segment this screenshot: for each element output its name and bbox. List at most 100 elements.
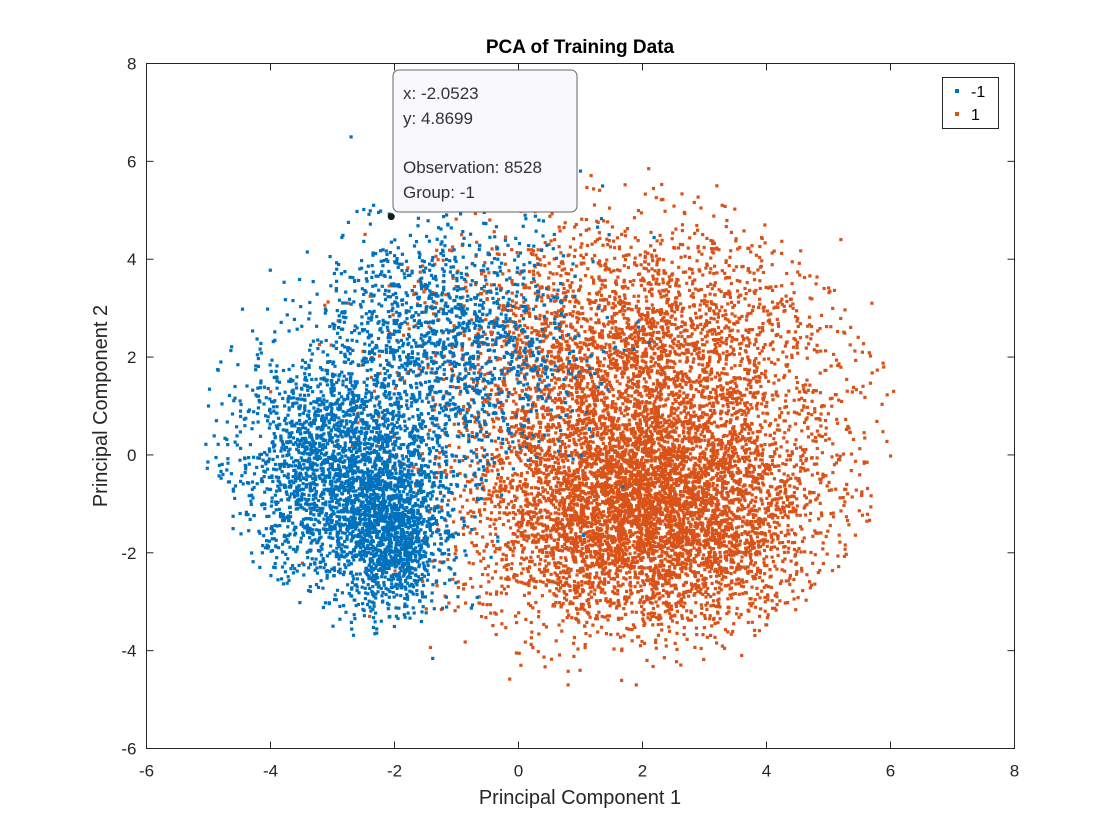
scatter-point	[671, 572, 675, 576]
scatter-point	[481, 602, 485, 606]
scatter-point	[677, 445, 681, 449]
scatter-point	[830, 455, 834, 459]
scatter-point	[786, 478, 790, 482]
scatter-point	[549, 512, 553, 516]
scatter-point	[790, 452, 795, 456]
scatter-point	[529, 636, 533, 640]
scatter-point	[569, 516, 573, 520]
scatter-point	[569, 500, 573, 504]
scatter-point	[607, 535, 612, 539]
scatter-point	[638, 422, 643, 426]
scatter-point	[628, 455, 632, 459]
scatter-point	[646, 596, 650, 600]
scatter-point	[682, 522, 686, 526]
scatter-point	[549, 536, 553, 540]
scatter-point	[658, 478, 662, 482]
scatter-point	[836, 458, 841, 462]
scatter-point	[737, 500, 741, 504]
scatter-point	[617, 534, 621, 538]
scatter-point	[540, 448, 544, 453]
scatter-point	[675, 559, 680, 564]
scatter-point	[725, 497, 729, 501]
scatter-point	[595, 449, 599, 453]
scatter-point	[466, 511, 470, 515]
scatter-point	[777, 469, 781, 473]
scatter-point	[605, 498, 609, 502]
scatter-point	[558, 534, 562, 538]
scatter-point	[782, 472, 786, 476]
scatter-point	[512, 516, 516, 520]
scatter-point	[632, 382, 636, 387]
scatter-point	[636, 478, 640, 482]
scatter-point	[750, 519, 754, 524]
scatter-point	[603, 566, 608, 570]
scatter-point	[695, 480, 699, 484]
scatter-point	[616, 546, 620, 550]
scatter-point	[772, 520, 776, 524]
scatter-point	[534, 545, 538, 549]
scatter-point	[779, 496, 784, 500]
scatter-point	[623, 595, 628, 599]
scatter-point	[754, 495, 758, 500]
scatter-point	[720, 492, 724, 496]
scatter-point	[710, 395, 714, 399]
scatter-point	[727, 553, 731, 557]
scatter-point	[703, 546, 707, 550]
scatter-point	[738, 477, 743, 481]
scatter-point	[715, 498, 720, 503]
scatter-point	[679, 663, 683, 667]
scatter-point	[750, 525, 754, 529]
scatter-point	[732, 479, 736, 483]
scatter-point	[716, 591, 720, 595]
scatter-point	[639, 584, 643, 588]
scatter-point	[738, 432, 742, 436]
scatter-point	[725, 568, 729, 572]
scatter-point	[738, 550, 742, 554]
scatter-point	[529, 463, 533, 467]
scatter-point	[571, 518, 575, 522]
scatter-point	[725, 461, 729, 465]
scatter-point	[606, 507, 611, 511]
scatter-point	[647, 535, 651, 539]
scatter-point	[625, 517, 629, 521]
scatter-point	[544, 564, 548, 568]
scatter-point	[634, 461, 639, 465]
scatter-point	[698, 542, 702, 547]
scatter-point	[698, 456, 702, 460]
scatter-point	[793, 540, 797, 545]
scatter-point	[666, 559, 670, 563]
scatter-point	[739, 559, 744, 563]
scatter-point	[701, 525, 705, 529]
scatter-point	[572, 636, 577, 640]
scatter-point	[704, 576, 708, 581]
scatter-point	[650, 530, 655, 535]
scatter-point	[515, 496, 519, 500]
scatter-point	[769, 515, 773, 519]
scatter-point	[554, 639, 558, 643]
scatter-point	[574, 535, 578, 539]
scatter-point	[583, 465, 587, 469]
scatter-point	[772, 477, 776, 481]
scatter-point	[617, 444, 621, 449]
scatter-point	[632, 540, 636, 544]
scatter-point	[589, 553, 593, 557]
scatter-point	[508, 461, 512, 465]
scatter-point	[638, 464, 642, 468]
scatter-point	[583, 581, 587, 585]
scatter-point	[766, 463, 770, 467]
scatter-point	[515, 621, 519, 625]
scatter-point	[758, 614, 762, 618]
scatter-point	[704, 502, 708, 506]
scatter-point	[600, 588, 604, 592]
scatter-point	[675, 631, 679, 635]
scatter-point	[680, 561, 684, 565]
scatter-point	[500, 408, 504, 412]
scatter-point	[656, 531, 660, 535]
scatter-point	[776, 537, 780, 541]
scatter-point	[587, 501, 591, 505]
scatter-point	[746, 411, 750, 415]
scatter-point	[717, 573, 721, 577]
scatter-point	[699, 501, 703, 505]
scatter-point	[695, 542, 699, 546]
scatter-point	[826, 529, 830, 533]
